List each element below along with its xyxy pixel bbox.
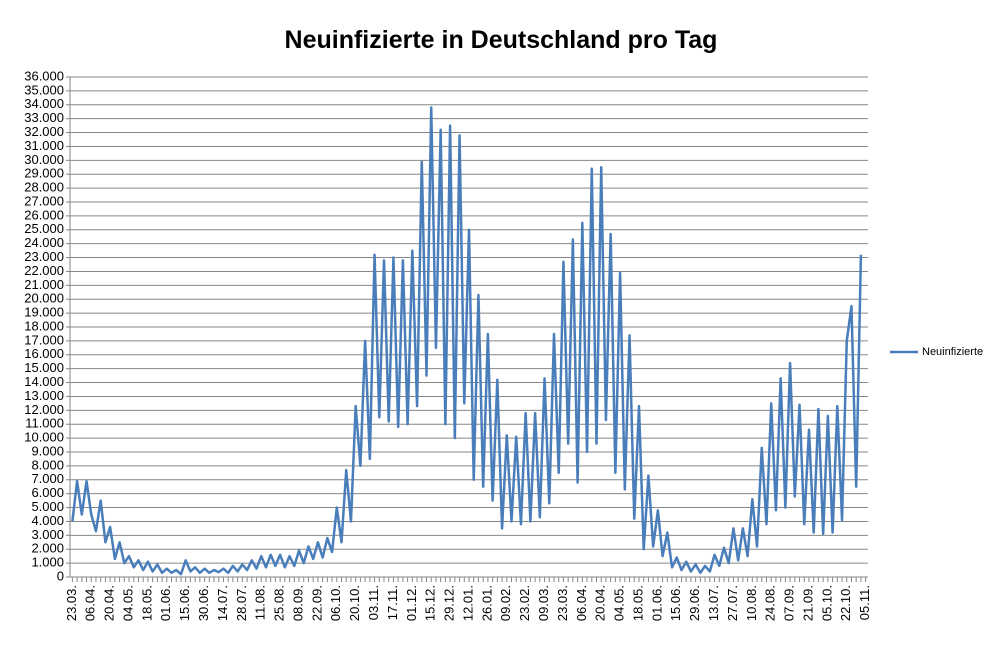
y-tick-label: 23.000	[24, 249, 64, 264]
y-tick-label: 35.000	[24, 82, 64, 97]
x-tick-label: 26.01.	[479, 585, 494, 621]
y-tick-label: 12.000	[24, 402, 64, 417]
x-tick-label: 15.06.	[177, 585, 192, 621]
x-tick-label: 01.06.	[649, 585, 664, 621]
y-tick-label: 1.000	[31, 555, 64, 570]
x-tick-label: 09.03.	[536, 585, 551, 621]
y-tick-label: 30.000	[24, 152, 64, 167]
y-tick-label: 24.000	[24, 235, 64, 250]
x-tick-label: 10.08.	[744, 585, 759, 621]
y-tick-label: 10.000	[24, 430, 64, 445]
y-tick-label: 28.000	[24, 180, 64, 195]
x-tick-label: 23.03.	[64, 585, 79, 621]
y-tick-label: 25.000	[24, 221, 64, 236]
x-tick-label: 04.05.	[612, 585, 627, 621]
y-tick-label: 33.000	[24, 110, 64, 125]
legend-label: Neuinfizierte	[922, 346, 983, 358]
x-tick-label: 03.11.	[366, 585, 381, 620]
y-tick-label: 8.000	[31, 457, 64, 472]
y-tick-label: 29.000	[24, 166, 64, 181]
x-tick-label: 12.01.	[460, 585, 475, 621]
x-tick-label: 11.08.	[253, 585, 268, 620]
y-tick-label: 22.000	[24, 263, 64, 278]
y-tick-label: 36.000	[24, 68, 64, 83]
y-tick-label: 13.000	[24, 388, 64, 403]
x-tick-label: 27.07.	[725, 585, 740, 621]
y-tick-label: 27.000	[24, 193, 64, 208]
x-tick-label: 30.06.	[196, 585, 211, 621]
y-tick-label: 4.000	[31, 513, 64, 528]
x-tick-label: 05.11.	[857, 585, 872, 620]
x-tick-label: 21.09.	[800, 585, 815, 621]
y-tick-label: 6.000	[31, 485, 64, 500]
y-tick-label: 0	[57, 568, 64, 583]
y-tick-label: 11.000	[25, 416, 64, 431]
x-tick-label: 23.02.	[517, 585, 532, 621]
y-tick-label: 7.000	[31, 471, 64, 486]
x-tick-label: 18.05.	[630, 585, 645, 621]
x-tick-label: 05.10.	[819, 585, 834, 621]
x-tick-label: 07.09.	[782, 585, 797, 621]
x-tick-label: 23.03.	[555, 585, 570, 621]
y-tick-label: 34.000	[24, 96, 64, 111]
x-tick-label: 22.10.	[838, 585, 853, 621]
x-tick-label: 25.08.	[272, 585, 287, 621]
y-tick-label: 3.000	[31, 527, 64, 542]
line-series	[71, 106, 863, 576]
x-tick-label: 29.06.	[687, 585, 702, 621]
y-tick-label: 19.000	[24, 305, 64, 320]
x-tick-label: 08.09.	[290, 585, 305, 621]
y-tick-label: 31.000	[24, 138, 64, 153]
x-tick-label: 14.07.	[215, 585, 230, 621]
x-tick-label: 15.06.	[668, 585, 683, 621]
x-tick-label: 09.02.	[498, 585, 513, 621]
x-tick-label: 13.07.	[706, 585, 721, 621]
x-tick-label: 15.12.	[423, 585, 438, 621]
y-tick-label: 21.000	[24, 277, 64, 292]
x-tick-label: 22.09.	[309, 585, 324, 621]
y-tick-label: 32.000	[24, 124, 64, 139]
y-tick-label: 16.000	[24, 346, 64, 361]
y-tick-label: 9.000	[31, 443, 64, 458]
y-tick-label: 15.000	[24, 360, 64, 375]
x-tick-label: 06.04.	[574, 585, 589, 621]
x-tick-label: 20.10.	[347, 585, 362, 621]
y-tick-label: 17.000	[24, 332, 64, 347]
x-tick-label: 20.04.	[593, 585, 608, 621]
x-tick-label: 18.05.	[139, 585, 154, 621]
x-tick-label: 04.05.	[120, 585, 135, 621]
x-tick-label: 01.12.	[404, 585, 419, 621]
x-tick-label: 06.10.	[328, 585, 343, 621]
y-tick-label: 20.000	[24, 291, 64, 306]
x-tick-label: 20.04.	[102, 585, 117, 621]
chart-title: Neuinfizierte in Deutschland pro Tag	[285, 26, 718, 54]
y-tick-label: 18.000	[24, 318, 64, 333]
y-tick-label: 14.000	[24, 374, 64, 389]
x-tick-label: 24.08.	[763, 585, 778, 621]
x-tick-label: 01.06.	[158, 585, 173, 621]
x-tick-label: 17.11.	[385, 585, 400, 620]
y-tick-label: 2.000	[31, 541, 64, 556]
x-tick-label: 29.12.	[442, 585, 457, 621]
x-tick-label: 28.07.	[234, 585, 249, 621]
y-tick-label: 5.000	[31, 499, 64, 514]
x-tick-label: 06.04.	[83, 585, 98, 621]
y-tick-label: 26.000	[24, 207, 64, 222]
